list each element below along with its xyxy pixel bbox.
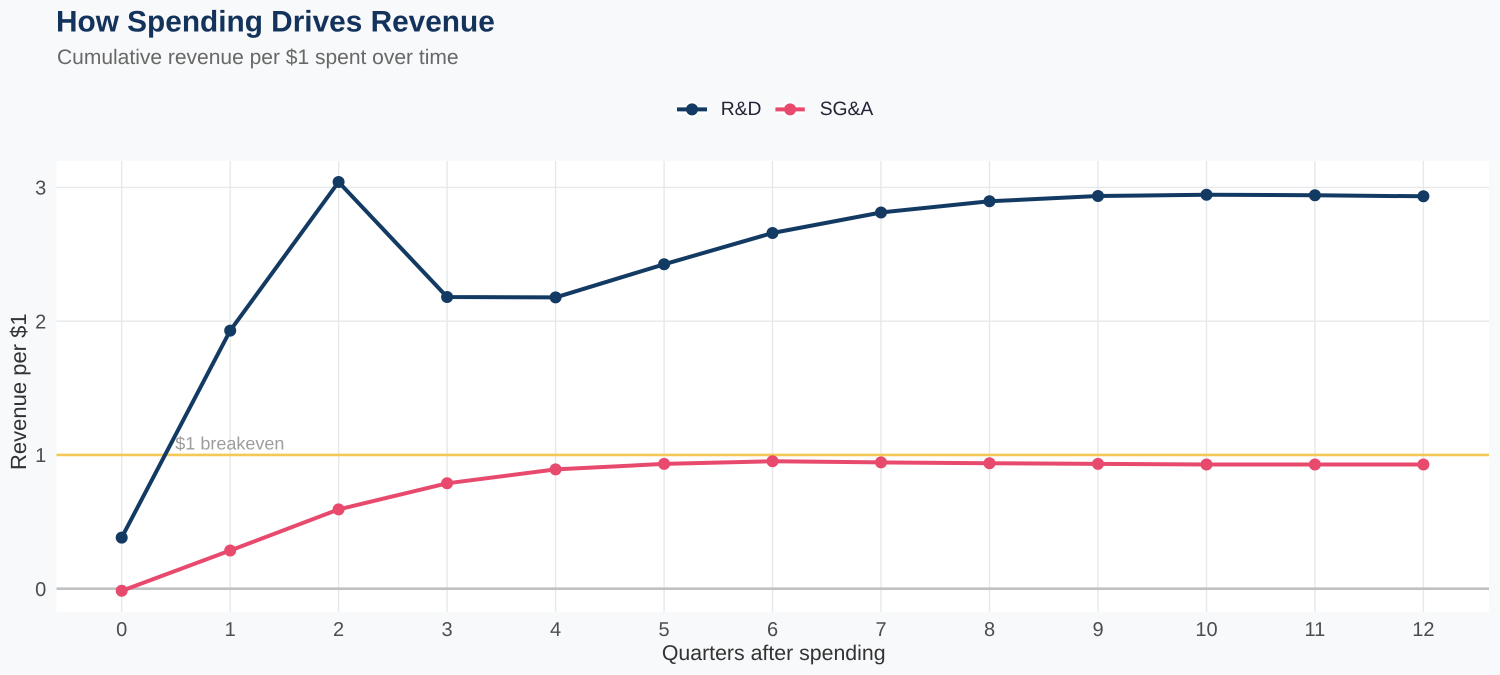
svg-text:How Spending Drives Revenue: How Spending Drives Revenue — [56, 6, 495, 39]
svg-text:10: 10 — [1195, 619, 1217, 641]
svg-text:$1 breakeven: $1 breakeven — [175, 434, 284, 454]
svg-text:3: 3 — [35, 178, 46, 200]
svg-text:8: 8 — [984, 619, 995, 641]
svg-text:7: 7 — [875, 619, 886, 641]
svg-text:2: 2 — [35, 311, 46, 333]
svg-text:5: 5 — [659, 619, 670, 641]
svg-text:11: 11 — [1305, 619, 1326, 641]
svg-text:2: 2 — [333, 619, 344, 641]
svg-text:Cumulative revenue per $1 spen: Cumulative revenue per $1 spent over tim… — [57, 46, 459, 69]
svg-text:R&D: R&D — [721, 99, 762, 120]
svg-text:0: 0 — [35, 579, 46, 601]
svg-text:1: 1 — [225, 619, 236, 641]
svg-text:1: 1 — [35, 445, 46, 467]
svg-text:4: 4 — [550, 619, 561, 641]
svg-text:6: 6 — [767, 619, 778, 641]
svg-text:12: 12 — [1412, 619, 1434, 641]
svg-text:3: 3 — [442, 619, 453, 641]
svg-text:Revenue per $1: Revenue per $1 — [6, 313, 31, 470]
svg-text:0: 0 — [116, 619, 127, 641]
svg-text:SG&A: SG&A — [820, 99, 874, 120]
svg-text:9: 9 — [1092, 619, 1103, 641]
svg-text:Quarters after spending: Quarters after spending — [662, 641, 886, 665]
